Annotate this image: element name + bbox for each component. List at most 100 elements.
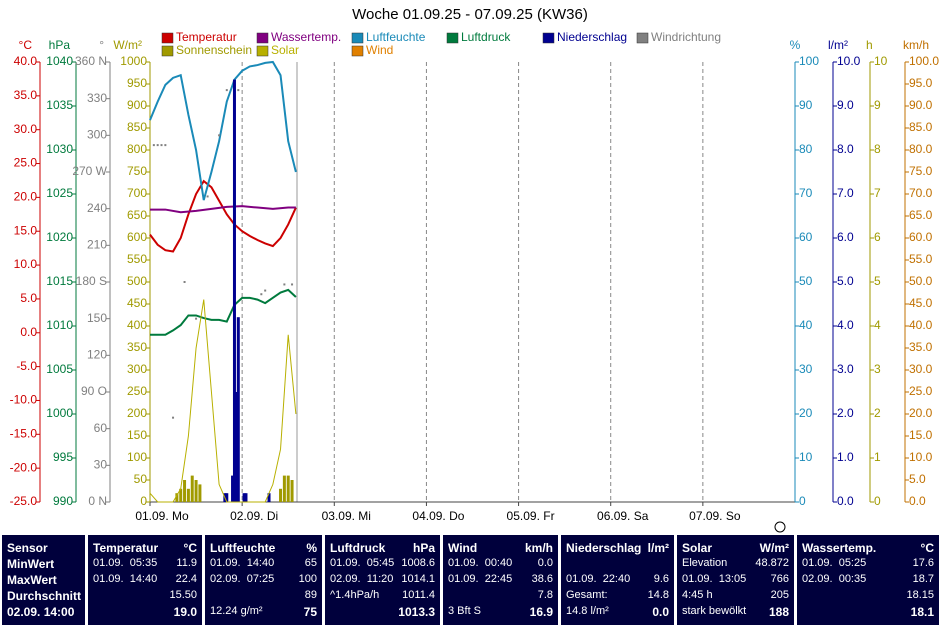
y-tick-label: 10.0 <box>14 257 38 271</box>
y-tick-label: 0 N <box>88 494 107 508</box>
series-line <box>150 205 296 214</box>
bar <box>175 493 179 502</box>
table-cell: 0.0 <box>537 557 553 569</box>
y-tick-label: 1010 <box>46 318 73 332</box>
y-tick-label: -25.0 <box>10 494 38 508</box>
y-tick-label: 10.0 <box>837 54 861 68</box>
y-tick-label: 6.0 <box>837 230 854 244</box>
dot <box>283 283 286 286</box>
y-tick-label: 1015 <box>46 274 73 288</box>
y-tick-label: 100 <box>799 54 819 68</box>
y-tick-label: 10 <box>799 450 813 464</box>
table-cell: 3 Bft S <box>448 605 482 617</box>
legend-label: Luftfeuchte <box>366 30 426 44</box>
y-tick-label: 75.0 <box>909 164 933 178</box>
section-unit: °C <box>920 541 934 555</box>
y-tick-label: 1000 <box>46 406 73 420</box>
y-tick-label: 400 <box>127 318 147 332</box>
axis-unit: l/m² <box>828 38 848 52</box>
dot <box>152 144 155 147</box>
table-cell: 1011.4 <box>402 589 435 601</box>
axis-unit: % <box>790 38 801 52</box>
axis-unit: hPa <box>49 38 71 52</box>
y-tick-label: -15.0 <box>10 426 38 440</box>
section-title: Solar <box>682 541 713 555</box>
x-tick-label: 06.09. Sa <box>597 509 649 523</box>
legend-swatch <box>256 45 269 57</box>
section-title: Niederschlag <box>566 541 642 555</box>
axis-unit: W/m² <box>113 38 142 52</box>
y-tick-label: 210 <box>87 238 107 252</box>
bar <box>234 392 238 502</box>
y-tick-label: 360 N <box>75 54 107 68</box>
y-tick-label: 2.0 <box>837 406 854 420</box>
y-tick-label: 5 <box>874 274 881 288</box>
table-cell: 01.09. 14:40 <box>93 573 158 585</box>
section-title: Wind <box>448 541 478 555</box>
section-title: Sensor <box>7 541 48 555</box>
y-tick-label: 40.0 <box>14 54 38 68</box>
dot <box>218 134 221 137</box>
y-tick-label: 1.0 <box>837 450 854 464</box>
table-cell: ^1.4hPa/h <box>330 589 380 601</box>
y-tick-label: 20.0 <box>14 190 38 204</box>
table-cell: Durchschnitt <box>7 589 82 603</box>
table-cell: 02.09. 00:35 <box>802 573 867 585</box>
y-tick-label: 4 <box>874 318 881 332</box>
x-tick-label: 02.09. Di <box>230 509 278 523</box>
y-tick-label: 15.0 <box>14 223 38 237</box>
y-tick-label: -20.0 <box>10 460 38 474</box>
y-tick-label: 1030 <box>46 142 73 156</box>
y-tick-label: 750 <box>127 164 147 178</box>
table-cell: 01.09. 14:40 <box>210 557 275 569</box>
table-cell: 01.09. 13:05 <box>682 573 747 585</box>
y-tick-label: 90 O <box>81 384 107 398</box>
y-tick-label: -5.0 <box>16 359 37 373</box>
y-tick-label: 80.0 <box>909 142 933 156</box>
table-cell: 766 <box>770 573 789 585</box>
y-tick-label: 1000 <box>120 54 147 68</box>
dot <box>225 89 228 92</box>
y-tick-label: 150 <box>127 428 147 442</box>
table-cell: 38.6 <box>531 573 553 585</box>
table-cell: 18.1 <box>910 605 934 619</box>
legend-label: Wind <box>366 43 393 57</box>
table-cell: 02.09. 14:00 <box>7 605 75 619</box>
y-tick-label: 950 <box>127 76 147 90</box>
y-tick-label: 0 <box>140 494 147 508</box>
bar <box>286 475 290 502</box>
table-cell: stark bewölkt <box>682 605 747 617</box>
y-tick-label: 990 <box>53 494 73 508</box>
y-tick-label: 60.0 <box>909 230 933 244</box>
table-cell: 14.8 l/m² <box>566 605 609 617</box>
y-tick-label: 0 <box>874 494 881 508</box>
y-tick-label: 200 <box>127 406 147 420</box>
bar <box>183 480 187 502</box>
table-cell: 17.6 <box>912 557 934 569</box>
y-tick-label: 60 <box>799 230 813 244</box>
y-tick-label: 330 <box>87 91 107 105</box>
series-line <box>149 299 297 503</box>
table-cell: 89 <box>304 589 317 601</box>
table-cell: 205 <box>770 589 789 601</box>
series-line <box>149 179 297 253</box>
y-tick-label: 800 <box>127 142 147 156</box>
legend-swatch <box>256 32 269 44</box>
table-cell: 7.8 <box>537 589 553 601</box>
section-title: Wassertemp. <box>802 541 877 555</box>
y-tick-label: 995 <box>53 450 73 464</box>
table-cell: 1008.6 <box>401 557 435 569</box>
x-tick-label: 03.09. Mi <box>322 509 371 523</box>
y-tick-label: 5.0 <box>909 472 926 486</box>
table-cell: 18.7 <box>912 573 934 585</box>
y-tick-label: 30.0 <box>14 122 38 136</box>
y-tick-label: 70 <box>799 186 813 200</box>
legend-label: Temperatur <box>176 30 237 44</box>
section-unit: l/m² <box>647 541 669 555</box>
section-title: Luftdruck <box>330 541 386 555</box>
y-tick-label: 20 <box>799 406 813 420</box>
stats-table: Sensor MinWert MaxWert Durchschnitt 02.09. 1… <box>0 533 950 625</box>
axis-unit: ° <box>99 38 104 52</box>
x-tick-label: 07.09. So <box>689 509 741 523</box>
